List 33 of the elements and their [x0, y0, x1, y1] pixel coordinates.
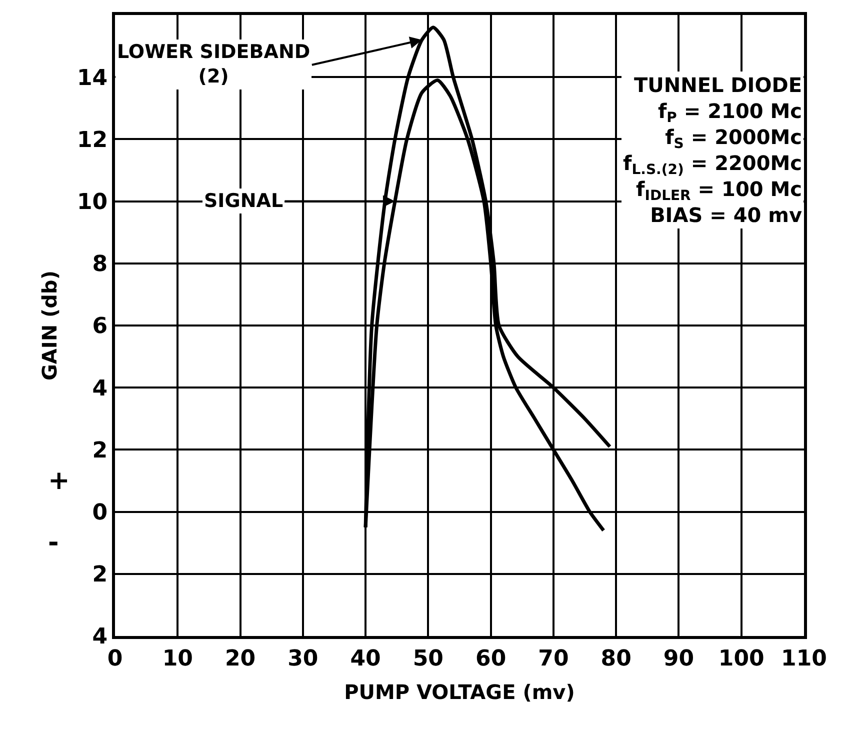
x-tick-label: 60 — [476, 646, 506, 672]
x-tick-label: 50 — [412, 646, 444, 672]
annotation: TUNNEL DIODE — [634, 73, 802, 97]
x-tick-label: 30 — [288, 646, 318, 672]
y-tick-label: 12 — [76, 128, 108, 153]
y-tick-label: 0 — [92, 500, 108, 526]
text: + — [48, 466, 70, 496]
y-tick-label: 8 — [92, 252, 108, 278]
y-axis-title: GAIN (db) — [37, 270, 62, 380]
y-tick-label: 14 — [76, 66, 108, 91]
annotation: f$_{S}$ = 2000Mc — [665, 125, 802, 152]
x-tick-label: 100 — [718, 646, 764, 672]
x-tick-label: 20 — [224, 646, 256, 672]
y-tick-label: 4 — [92, 624, 108, 650]
x-tick-label: 70 — [538, 646, 569, 672]
annotation: f$_{P}$ = 2100 Mc — [658, 99, 802, 126]
x-axis-title: PUMP VOLTAGE (mv) — [344, 680, 575, 704]
text: - — [48, 528, 59, 558]
x-tick-label: 110 — [781, 646, 827, 672]
x-tick-label: 90 — [663, 646, 694, 672]
x-tick-label: 40 — [350, 646, 381, 672]
y-tick-label: 6 — [92, 314, 108, 340]
y-tick-label: 2 — [92, 562, 108, 588]
text: SIGNAL — [204, 190, 284, 212]
x-tick-label: 80 — [600, 646, 632, 672]
text: LOWER SIDEBAND (2) — [117, 41, 310, 88]
annotation: f$_{IDLER}$ = 100 Mc — [636, 177, 802, 204]
annotation: BIAS = 40 mv — [650, 203, 802, 227]
y-tick-label: 2 — [92, 438, 108, 464]
x-tick-label: 10 — [162, 646, 193, 672]
y-tick-label: 10 — [76, 190, 108, 215]
annotation: f$_{L.S.(2)}$ = 2200Mc — [623, 151, 802, 178]
y-tick-label: 4 — [92, 376, 108, 402]
